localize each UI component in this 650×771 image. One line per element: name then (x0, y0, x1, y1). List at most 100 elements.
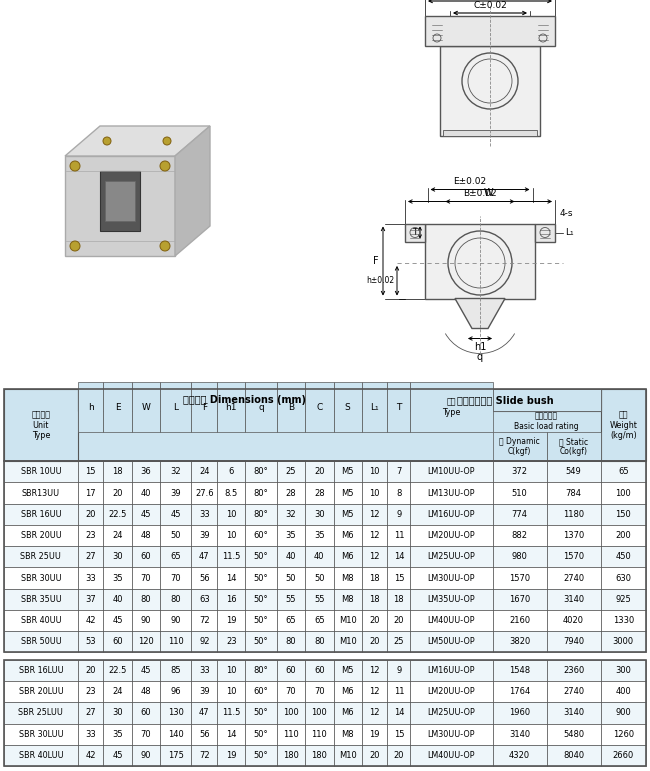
Bar (305, 631, 333, 652)
Bar (78, 745, 103, 766)
Polygon shape (65, 126, 210, 156)
Text: 140: 140 (168, 729, 184, 739)
Bar (4, 389, 78, 461)
Bar (387, 660, 410, 681)
Bar (4, 681, 78, 702)
Text: 18: 18 (369, 594, 380, 604)
Bar (192, 723, 217, 745)
Bar (387, 702, 410, 723)
Bar (493, 660, 547, 681)
Bar (78, 723, 103, 745)
Bar (161, 503, 192, 525)
Bar (440, 46, 540, 136)
Bar (4, 461, 646, 483)
Bar (387, 588, 410, 610)
Bar (161, 745, 192, 766)
Bar (217, 631, 246, 652)
Text: 25: 25 (285, 467, 296, 476)
Text: 8040: 8040 (563, 751, 584, 760)
Bar (103, 660, 132, 681)
Bar (4, 681, 646, 702)
Bar (4, 723, 646, 745)
Text: SBR 16UU: SBR 16UU (21, 510, 61, 519)
Bar (78, 660, 103, 681)
Text: 15: 15 (85, 467, 96, 476)
Text: 20: 20 (85, 510, 96, 519)
Text: 4-s: 4-s (560, 210, 573, 218)
Bar (601, 660, 646, 681)
Text: 450: 450 (616, 552, 631, 561)
Text: 180: 180 (283, 751, 299, 760)
Bar (161, 382, 192, 433)
Text: 35: 35 (285, 531, 296, 540)
Bar (387, 567, 410, 588)
Bar (362, 525, 387, 546)
Bar (132, 681, 161, 702)
Text: SBR 30UU: SBR 30UU (21, 574, 61, 583)
Text: 15: 15 (394, 574, 404, 583)
Bar (305, 681, 333, 702)
Polygon shape (100, 171, 140, 231)
Text: 63: 63 (199, 594, 210, 604)
Bar (493, 389, 601, 411)
Bar (132, 567, 161, 588)
Bar (601, 610, 646, 631)
Text: 19: 19 (226, 616, 237, 625)
Bar (362, 660, 387, 681)
Text: 110: 110 (168, 638, 184, 646)
Text: SBR 25UU: SBR 25UU (21, 552, 61, 561)
Bar (132, 745, 161, 766)
Text: 90: 90 (141, 616, 151, 625)
Bar (305, 461, 333, 483)
Text: F: F (202, 402, 207, 412)
Text: T: T (396, 402, 402, 412)
Text: 100: 100 (311, 709, 327, 717)
Bar (387, 483, 410, 503)
Text: 12: 12 (369, 666, 380, 675)
Text: h±0.02: h±0.02 (366, 276, 394, 285)
Bar (4, 567, 78, 588)
Text: 25: 25 (394, 638, 404, 646)
Bar (493, 631, 547, 652)
Text: M8: M8 (341, 729, 354, 739)
Text: 重量
Weight
(kg/m): 重量 Weight (kg/m) (609, 410, 637, 440)
Text: LM50UU-OP: LM50UU-OP (428, 638, 475, 646)
Text: 10: 10 (226, 531, 237, 540)
Bar (78, 389, 410, 411)
Bar (405, 224, 425, 241)
Text: 1180: 1180 (563, 510, 584, 519)
Bar (305, 546, 333, 567)
Bar (246, 723, 277, 745)
Text: 85: 85 (170, 666, 181, 675)
Text: 300: 300 (616, 666, 631, 675)
Text: LM40UU-OP: LM40UU-OP (428, 616, 475, 625)
Bar (547, 588, 601, 610)
Bar (246, 681, 277, 702)
Text: 19: 19 (369, 729, 380, 739)
Bar (161, 660, 192, 681)
Bar (161, 546, 192, 567)
Bar (547, 631, 601, 652)
Bar (305, 588, 333, 610)
Bar (217, 681, 246, 702)
Bar (333, 702, 362, 723)
Text: C±0.02: C±0.02 (473, 1, 507, 10)
Text: 100: 100 (616, 489, 631, 497)
Text: 180: 180 (311, 751, 327, 760)
Text: SBR 50UU: SBR 50UU (21, 638, 61, 646)
Bar (410, 503, 493, 525)
Bar (4, 588, 78, 610)
Bar (103, 702, 132, 723)
Bar (246, 546, 277, 567)
Text: 80: 80 (170, 594, 181, 604)
Text: M8: M8 (341, 574, 354, 583)
Text: 50: 50 (170, 531, 181, 540)
Text: 32: 32 (170, 467, 181, 476)
Bar (4, 483, 78, 503)
Bar (192, 525, 217, 546)
Bar (277, 588, 305, 610)
Bar (410, 702, 493, 723)
Text: T: T (411, 228, 417, 237)
Text: LM16UU-OP: LM16UU-OP (428, 510, 475, 519)
Text: 92: 92 (199, 638, 209, 646)
